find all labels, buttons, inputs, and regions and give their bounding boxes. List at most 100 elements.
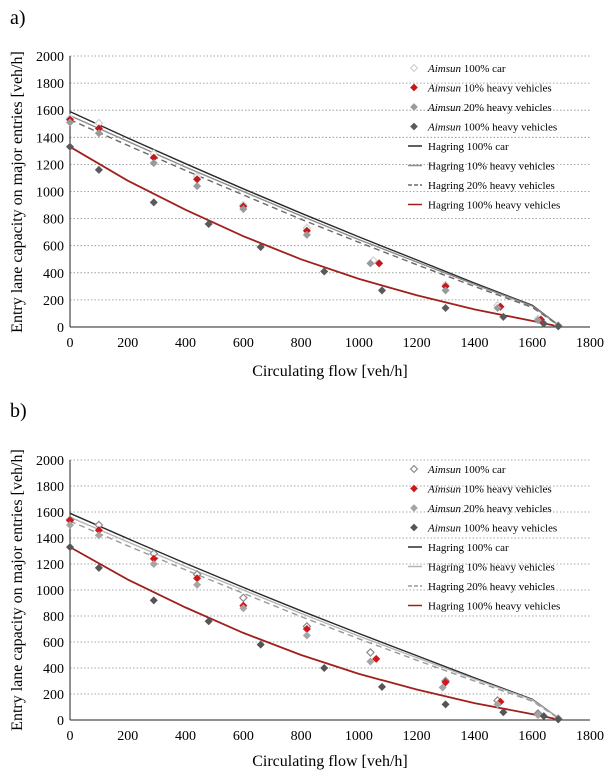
legend-label-hag_100: Hagring 100% heavy vehicles xyxy=(428,601,560,613)
data-point-aimsun_100 xyxy=(539,319,548,328)
panel-a-x-axis-title: Circulating flow [veh/h] xyxy=(252,363,408,380)
panel-a-legend: Aimsun 100% car Aimsun 10% heavy vehicles… xyxy=(408,63,560,212)
panel-b-x-axis-title: Circulating flow [veh/h] xyxy=(252,753,408,770)
y-tick-label: 200 xyxy=(43,688,64,703)
x-tick-label: 200 xyxy=(117,729,138,744)
panel-a-plot-area: 0 200 400 600 800 1000 1200 1400 1600 1800 2000 0 20… xyxy=(36,50,604,351)
y-tick-label: 2000 xyxy=(36,50,64,65)
legend-marker-aimsun_100 xyxy=(410,122,418,131)
y-tick-label: 1200 xyxy=(36,558,64,573)
series-line-hag_car xyxy=(69,512,562,721)
x-tick-label: 1000 xyxy=(345,336,373,351)
data-point-aimsun_20 xyxy=(239,205,248,214)
legend-marker-aimsun_20 xyxy=(410,103,418,111)
y-tick-label: 600 xyxy=(43,240,64,255)
data-point-aimsun_10 xyxy=(372,654,381,663)
legend-label-hag_20: Hagring 20% heavy vehicles xyxy=(428,180,555,192)
x-tick-label: 1400 xyxy=(460,336,488,351)
panel-b: b) Entry lane capacity on major entries … xyxy=(9,400,604,770)
data-point-aimsun_20 xyxy=(94,129,103,138)
data-point-aimsun_20 xyxy=(193,580,202,589)
legend-label-aimsun_100: Aimsun 100% heavy vehicles xyxy=(427,122,557,134)
data-point-aimsun_100 xyxy=(554,715,563,724)
legend-marker-aimsun_20 xyxy=(410,504,418,512)
x-tick-label: 1600 xyxy=(518,336,546,351)
legend-marker-aimsun_10 xyxy=(410,484,418,493)
legend-marker-aimsun_car xyxy=(409,464,419,474)
data-point-aimsun_100 xyxy=(377,682,387,691)
legend-marker-aimsun_100 xyxy=(410,523,418,532)
legend-label-hag_car: Hagring 100% car xyxy=(428,141,509,153)
data-point-aimsun_20 xyxy=(94,531,103,540)
data-point-aimsun_20 xyxy=(65,520,75,530)
data-point-aimsun_100 xyxy=(499,708,508,717)
x-tick-label: 400 xyxy=(175,336,196,351)
data-point-aimsun_100 xyxy=(377,286,387,295)
legend-label-aimsun_car: Aimsun 100% car xyxy=(427,464,506,476)
data-point-aimsun_10 xyxy=(375,259,384,268)
legend-marker-aimsun_car xyxy=(409,63,419,73)
y-tick-label: 200 xyxy=(43,294,64,309)
legend-label-aimsun_10: Aimsun 10% heavy vehicles xyxy=(427,83,552,95)
data-point-aimsun_100 xyxy=(65,543,75,552)
legend-label-hag_car: Hagring 100% car xyxy=(428,542,509,554)
data-point-aimsun_20 xyxy=(441,286,450,295)
y-tick-label: 600 xyxy=(43,636,64,651)
x-tick-label: 800 xyxy=(291,336,312,351)
legend-label-hag_100: Hagring 100% heavy vehicles xyxy=(428,200,560,212)
data-point-aimsun_100 xyxy=(499,312,508,321)
y-tick-label: 800 xyxy=(43,213,64,228)
legend-label-hag_10: Hagring 10% heavy vehicles xyxy=(428,562,555,574)
data-point-aimsun_car xyxy=(238,593,248,603)
y-tick-label: 1600 xyxy=(36,506,64,521)
y-tick-label: 2000 xyxy=(36,454,64,469)
x-tick-label: 1600 xyxy=(518,729,546,744)
y-tick-label: 0 xyxy=(57,321,64,336)
x-tick-label: 1200 xyxy=(403,336,431,351)
x-tick-label: 1800 xyxy=(576,336,604,351)
data-point-aimsun_20 xyxy=(65,118,75,127)
y-tick-label: 1600 xyxy=(36,104,64,119)
x-tick-label: 200 xyxy=(117,336,138,351)
data-point-aimsun_car xyxy=(365,647,375,657)
data-point-aimsun_100 xyxy=(256,243,265,252)
data-point-aimsun_20 xyxy=(366,657,375,666)
data-point-aimsun_100 xyxy=(256,640,265,649)
panel-b-y-axis-title: Entry lane capacity on major entries [ve… xyxy=(9,449,26,731)
x-tick-label: 0 xyxy=(67,729,74,744)
data-point-aimsun_100 xyxy=(539,712,548,721)
x-tick-label: 1800 xyxy=(576,729,604,744)
x-tick-label: 1000 xyxy=(345,729,373,744)
series-line-hag_car xyxy=(69,110,562,328)
x-tick-label: 0 xyxy=(67,336,74,351)
data-point-aimsun_100 xyxy=(320,663,329,673)
panel-a-label: a) xyxy=(10,7,26,29)
data-point-aimsun_10 xyxy=(441,678,450,687)
y-tick-label: 1800 xyxy=(36,480,64,495)
data-point-aimsun_100 xyxy=(94,563,103,572)
y-tick-label: 800 xyxy=(43,610,64,625)
panel-a: a) Entry lane capacity on major entries … xyxy=(9,7,604,380)
x-tick-label: 1400 xyxy=(460,729,488,744)
data-point-aimsun_100 xyxy=(320,267,329,276)
data-point-aimsun_20 xyxy=(149,559,158,569)
data-point-aimsun_100 xyxy=(441,304,450,313)
legend-label-aimsun_20: Aimsun 20% heavy vehicles xyxy=(427,102,552,114)
y-tick-label: 0 xyxy=(57,714,64,729)
legend-label-hag_20: Hagring 20% heavy vehicles xyxy=(428,581,555,593)
y-tick-label: 400 xyxy=(43,267,64,282)
data-point-aimsun_100 xyxy=(94,165,103,174)
legend-marker-aimsun_10 xyxy=(410,83,418,92)
data-point-aimsun_100 xyxy=(204,219,213,229)
data-point-aimsun_20 xyxy=(438,683,447,692)
legend-label-aimsun_car: Aimsun 100% car xyxy=(427,63,506,75)
data-point-aimsun_20 xyxy=(239,604,248,613)
x-tick-label: 600 xyxy=(233,729,254,744)
y-tick-label: 1800 xyxy=(36,77,64,92)
y-tick-label: 400 xyxy=(43,662,64,677)
y-tick-label: 1000 xyxy=(36,186,64,201)
data-point-aimsun_100 xyxy=(554,322,563,331)
data-point-aimsun_100 xyxy=(65,142,75,151)
data-point-aimsun_20 xyxy=(493,700,502,709)
x-tick-label: 800 xyxy=(291,729,312,744)
